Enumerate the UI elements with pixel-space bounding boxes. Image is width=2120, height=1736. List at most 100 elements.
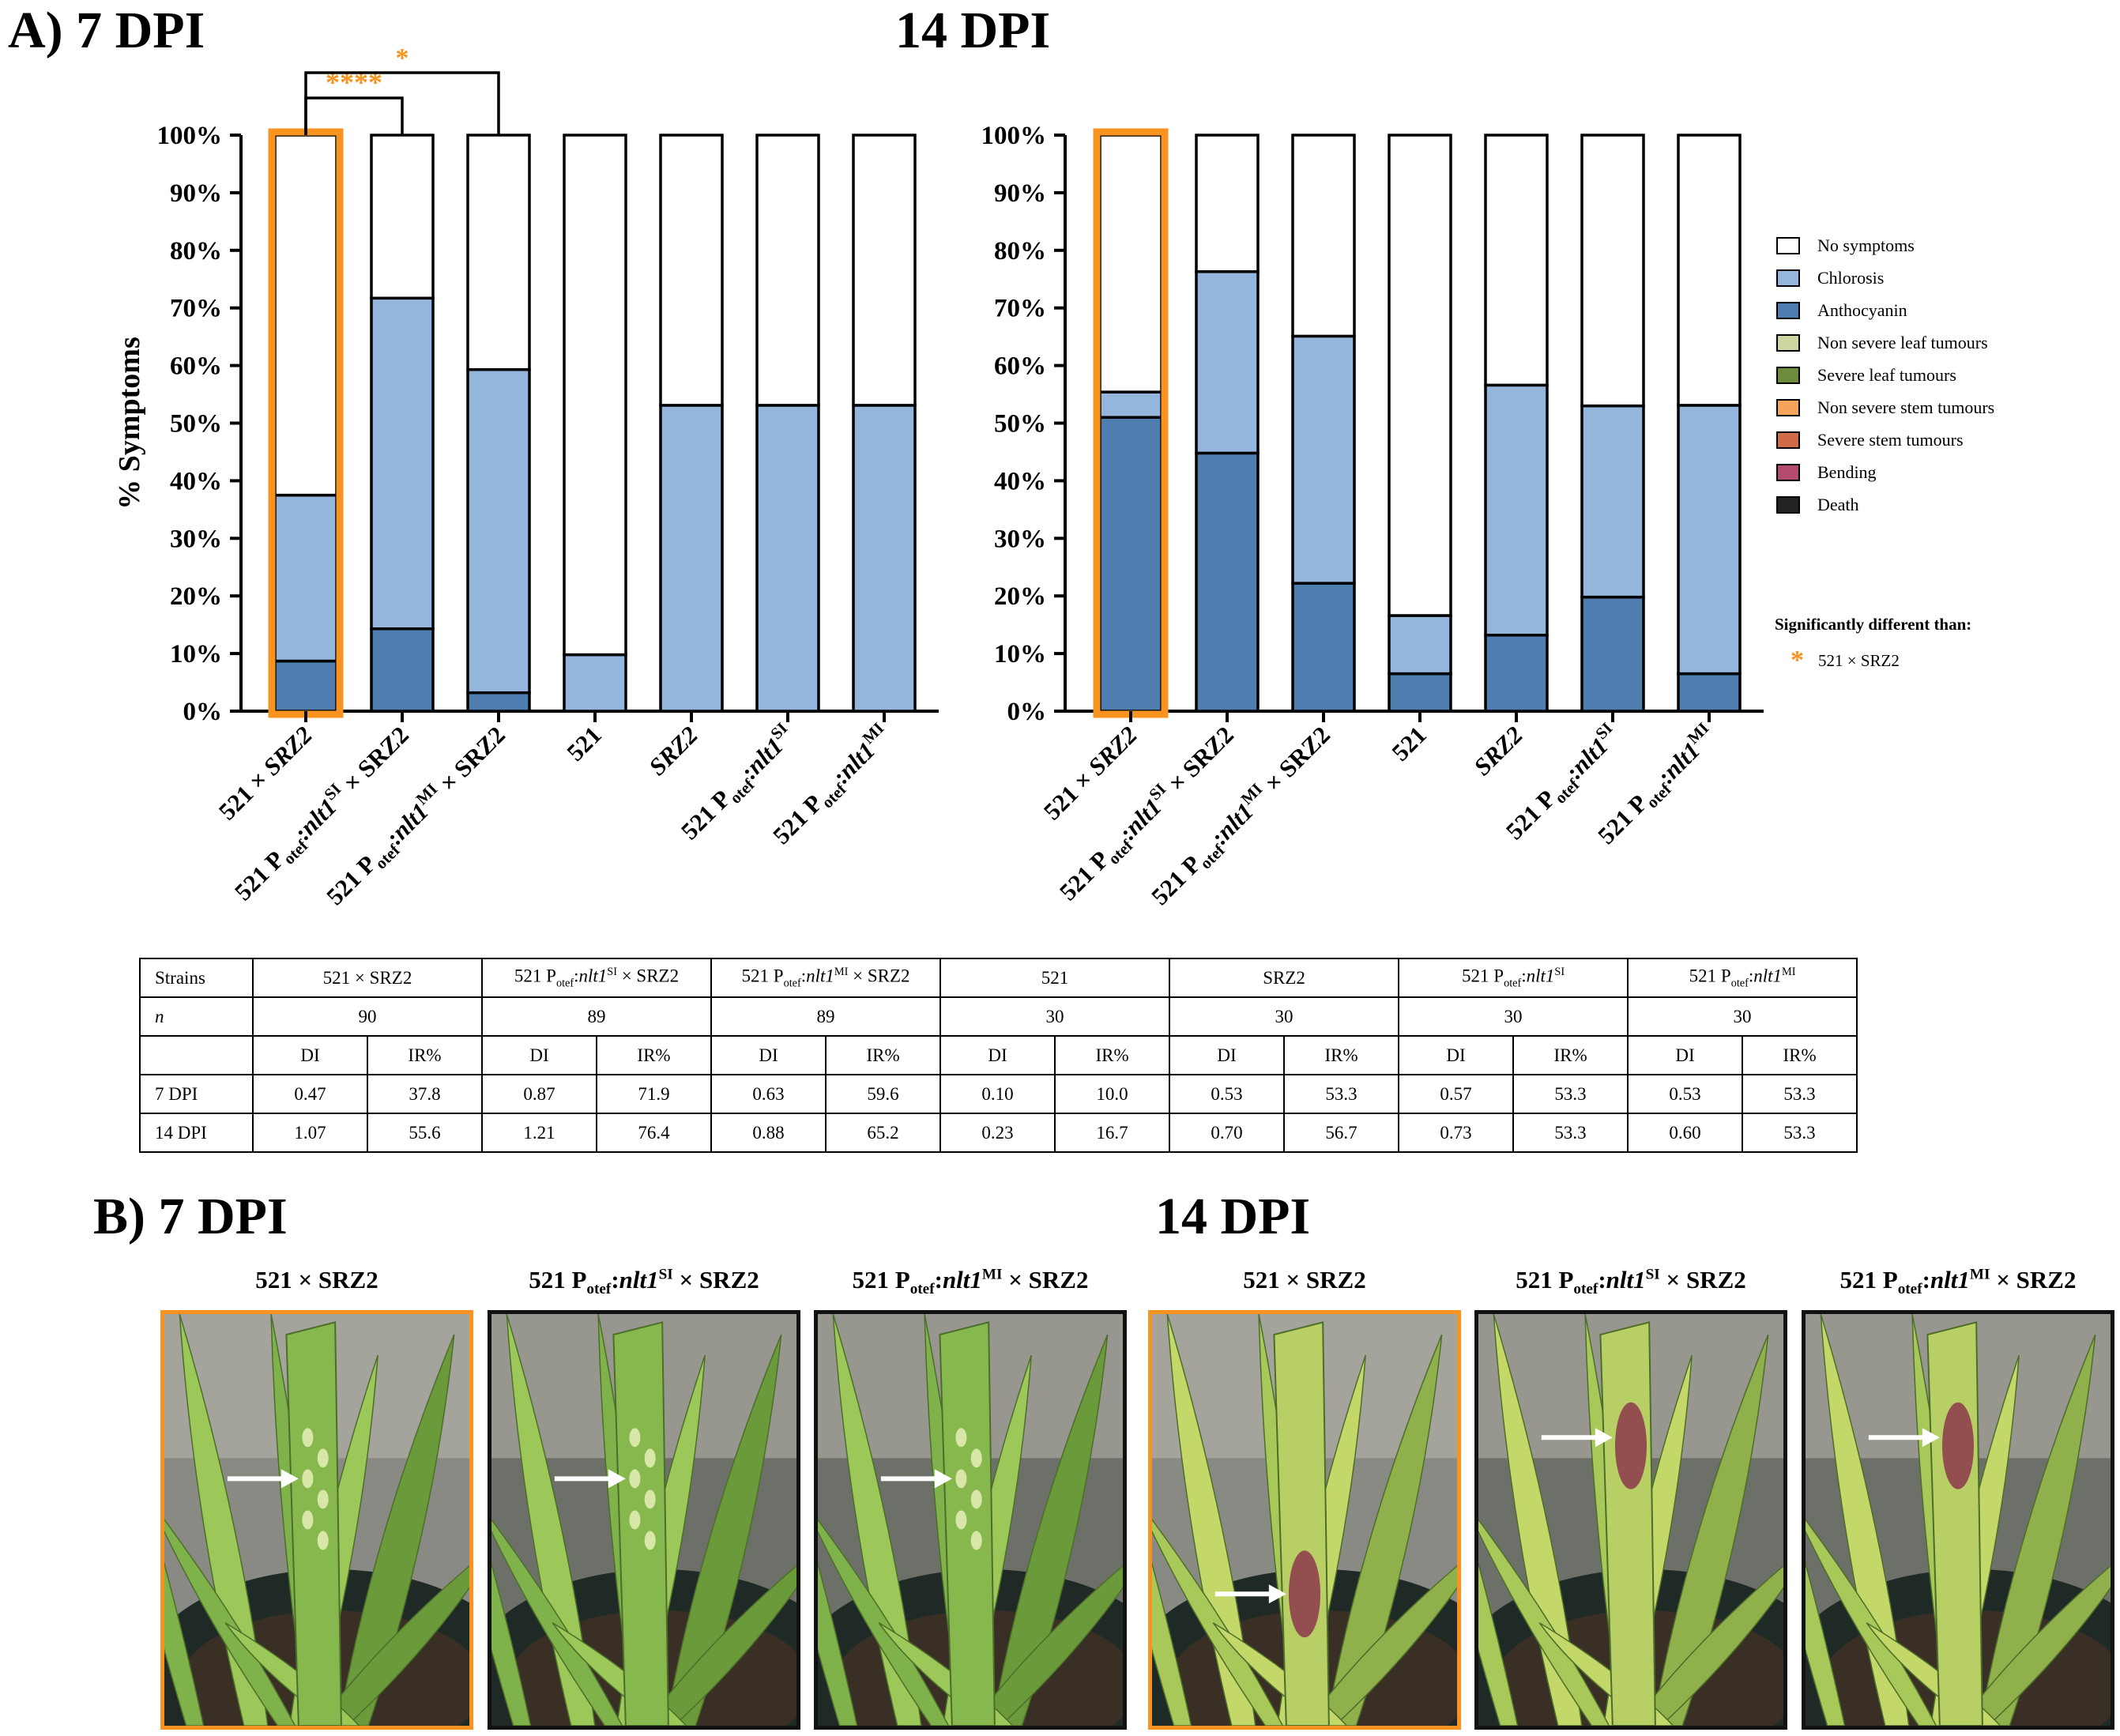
photo-label: 521 × SRZ2 bbox=[255, 1266, 378, 1294]
y-tick-label: 100% bbox=[157, 122, 223, 150]
table-cell: 0.53 bbox=[1627, 1074, 1744, 1114]
bar-segment-no-symptoms bbox=[1195, 134, 1260, 273]
significance-stars: **** bbox=[326, 66, 382, 98]
table-cell: 1.21 bbox=[481, 1113, 597, 1153]
y-tick-label: 60% bbox=[994, 352, 1046, 381]
bar-segment-chlorosis bbox=[1677, 404, 1742, 676]
table-row-label: 14 DPI bbox=[139, 1113, 254, 1153]
table-cell: 0.70 bbox=[1169, 1113, 1286, 1153]
legend-item: Non severe leaf tumours bbox=[1776, 331, 1988, 355]
significance-legend-label: 521 × SRZ2 bbox=[1818, 650, 1900, 670]
y-tick-label: 10% bbox=[994, 640, 1046, 668]
table-cell: 0.53 bbox=[1169, 1074, 1286, 1114]
table-cell: 53.3 bbox=[1512, 1074, 1629, 1114]
plant-photo bbox=[488, 1310, 800, 1730]
legend-swatch bbox=[1776, 269, 1800, 287]
table-cell: 0.10 bbox=[940, 1074, 1056, 1114]
panel-b-title: B) 7 DPI bbox=[93, 1188, 288, 1245]
table-n-value: 30 bbox=[1398, 996, 1629, 1037]
significance-bracket bbox=[304, 71, 500, 135]
table-cell: 37.8 bbox=[367, 1074, 483, 1114]
table-ir-header: IR% bbox=[1054, 1035, 1171, 1075]
table-n-value: 30 bbox=[1627, 996, 1858, 1037]
plant-photo bbox=[814, 1310, 1127, 1730]
x-tick-label: SRZ2 bbox=[643, 721, 703, 781]
table-row: n 90 89 89 30 30 30 30 bbox=[139, 996, 1858, 1037]
bar-segment-no-symptoms bbox=[1388, 134, 1452, 617]
y-tick-label: 80% bbox=[170, 237, 222, 265]
y-tick-label: 10% bbox=[170, 640, 222, 668]
legend-item: Bending bbox=[1776, 461, 1877, 484]
table-row: 14 DPI 1.07 55.6 1.21 76.4 0.88 65.2 0.23 16.7 0.… bbox=[139, 1113, 1858, 1153]
table-cell: 53.3 bbox=[1512, 1113, 1629, 1153]
table-cell: 55.6 bbox=[367, 1113, 483, 1153]
bar-segment-chlorosis bbox=[273, 493, 338, 663]
photo-label: 521 Potef:nlt1MI × SRZ2 bbox=[1839, 1266, 2077, 1298]
y-tick-label: 40% bbox=[994, 467, 1046, 495]
table-ir-header: IR% bbox=[1283, 1035, 1400, 1075]
table-n-value: 90 bbox=[252, 996, 483, 1037]
table-cell: 53.3 bbox=[1742, 1074, 1858, 1114]
y-tick-label: 40% bbox=[170, 467, 222, 495]
table-cell: 10.0 bbox=[1054, 1074, 1171, 1114]
table-ir-header: IR% bbox=[1512, 1035, 1629, 1075]
table-di-header: DI bbox=[1169, 1035, 1286, 1075]
bar-segment-anthocyanin bbox=[1388, 672, 1452, 713]
asterisk-icon: * bbox=[1791, 646, 1804, 675]
legend-label: Chlorosis bbox=[1817, 268, 1885, 288]
plant-photo bbox=[1474, 1310, 1787, 1730]
legend-label: Bending bbox=[1817, 462, 1877, 482]
legend-swatch bbox=[1776, 431, 1800, 449]
significance-legend-title: Significantly different than: bbox=[1775, 615, 1972, 634]
table-cell bbox=[139, 1035, 254, 1075]
legend-label: Severe stem tumours bbox=[1817, 430, 1964, 450]
bar-segment-chlorosis bbox=[1388, 614, 1452, 676]
y-tick-label: 90% bbox=[994, 179, 1046, 208]
y-tick-label: 70% bbox=[170, 295, 222, 323]
table-cell: 71.9 bbox=[595, 1074, 713, 1114]
y-tick-label: 50% bbox=[994, 410, 1046, 439]
x-tick-label: 521 Potef:nlt1SI × SRZ2 bbox=[1052, 718, 1242, 909]
table-row: 7 DPI 0.47 37.8 0.87 71.9 0.63 59.6 0.10 10.0 0.5… bbox=[139, 1074, 1858, 1114]
table-row: DI IR% DI IR% DI IR% DI IR% DI IR% DI IR% DI IR% bbox=[139, 1035, 1858, 1075]
table-cell: 0.73 bbox=[1398, 1113, 1515, 1153]
bar-segment-chlorosis bbox=[659, 404, 724, 713]
bar-segment-chlorosis bbox=[1195, 270, 1260, 455]
legend-label: Severe leaf tumours bbox=[1817, 365, 1956, 385]
table-header-strains: Strains bbox=[139, 958, 254, 998]
table-cell: 53.3 bbox=[1742, 1113, 1858, 1153]
table-strain-name: 521 Potef:nlt1MI bbox=[1627, 958, 1858, 998]
bar-segment-chlorosis bbox=[1484, 383, 1549, 637]
table-row-label: 7 DPI bbox=[139, 1074, 254, 1114]
bar-segment-anthocyanin bbox=[1484, 634, 1549, 713]
bar-segment-no-symptoms bbox=[1580, 134, 1645, 408]
y-tick-label: 20% bbox=[994, 582, 1046, 611]
legend-item: Anthocyanin bbox=[1776, 299, 1907, 322]
table-header-n: n bbox=[139, 996, 254, 1037]
table-n-value: 89 bbox=[480, 996, 713, 1037]
legend-swatch bbox=[1776, 496, 1800, 514]
chart-2: 0% 10% 20% 30% 40% 50% 60% 70% 80% 90% 100% 521 × S… bbox=[981, 122, 1764, 910]
legend-swatch bbox=[1776, 367, 1800, 384]
x-tick-label: 521 bbox=[561, 721, 607, 766]
legend-swatch bbox=[1776, 399, 1800, 416]
table-strain-name: 521 Potef:nlt1MI × SRZ2 bbox=[710, 958, 942, 998]
bar-segment-no-symptoms bbox=[1291, 134, 1356, 338]
stacked-bar-charts: 0% 10% 20% 30% 40% 50% 60% 70% 80% 90% 100% % Sympt… bbox=[113, 43, 1764, 910]
legend-item: No symptoms bbox=[1776, 234, 1915, 258]
plant-photo bbox=[1802, 1310, 2114, 1730]
bar-segment-no-symptoms bbox=[370, 134, 435, 300]
y-tick-label: 90% bbox=[170, 179, 222, 208]
bar-segment-chlorosis bbox=[563, 653, 627, 713]
photo-label: 521 Potef:nlt1MI × SRZ2 bbox=[852, 1266, 1089, 1298]
bar-segment-chlorosis bbox=[852, 404, 917, 713]
bar-segment-chlorosis bbox=[1291, 334, 1356, 585]
x-tick-label: 521 bbox=[1386, 721, 1432, 766]
legend-item: Death bbox=[1776, 493, 1859, 517]
legend-label: Death bbox=[1817, 495, 1859, 514]
significance-legend-item: * 521 × SRZ2 bbox=[1791, 647, 1900, 674]
table-strain-name: SRZ2 bbox=[1169, 958, 1400, 998]
table-ir-header: IR% bbox=[367, 1035, 483, 1075]
y-tick-label: 100% bbox=[981, 122, 1047, 150]
bar-segment-chlorosis bbox=[370, 296, 435, 631]
